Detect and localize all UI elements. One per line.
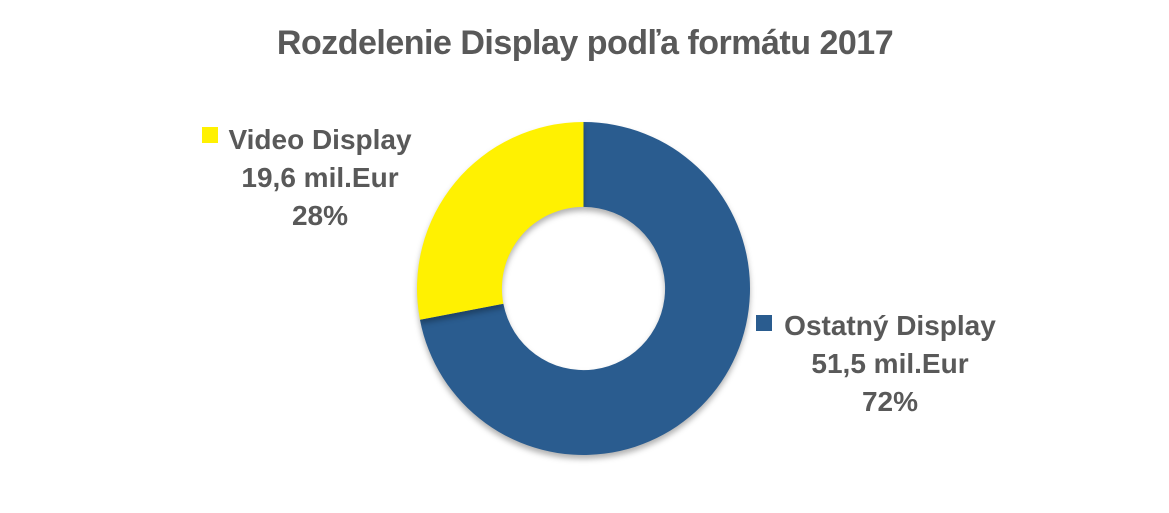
slice-name: Video Display [228,124,412,155]
legend-key-ostatny-display-icon [756,315,772,331]
donut-slices [417,122,751,456]
donut-slice-video-display[interactable] [417,122,584,320]
slice-percent: 28% [291,200,349,231]
chart-title: Rozdelenie Display podľa formátu 2017 [276,24,894,62]
slice-value: 51,5 mil.Eur [811,348,969,379]
data-label-video-display: Video Display 19,6 mil.Eur 28% [202,121,432,235]
donut-slice-ostatny-display[interactable] [419,122,751,456]
legend-key-video-display-icon [202,127,218,143]
data-label-ostatny-display: Ostatný Display 51,5 mil.Eur 72% [756,307,1002,421]
slice-name: Ostatný Display [784,310,996,341]
slice-value: 19,6 mil.Eur [241,162,399,193]
slice-percent: 72% [861,386,919,417]
